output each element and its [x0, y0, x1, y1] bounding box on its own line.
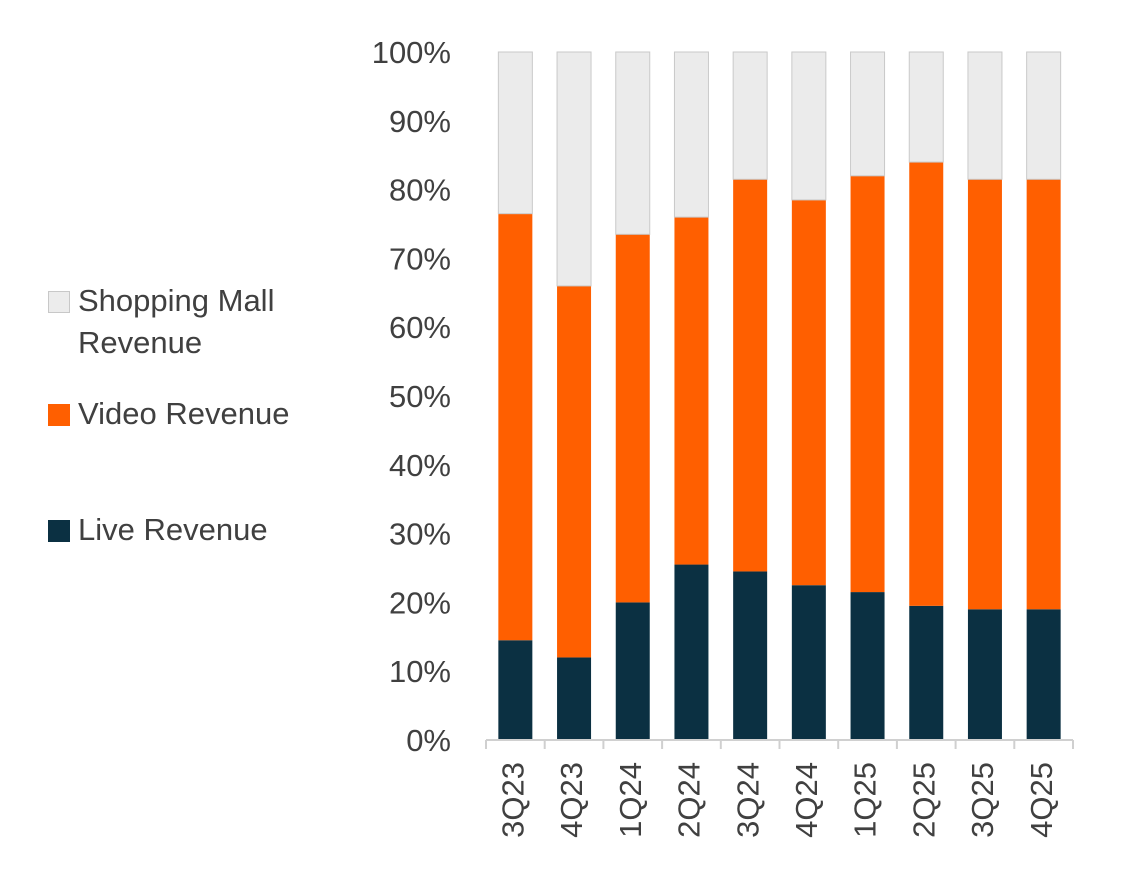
x-tick-label: 1Q25: [848, 762, 883, 838]
bar-live-revenue-2q25: [909, 605, 944, 740]
legend-swatch-live: [48, 520, 70, 542]
x-tick-label: 2Q24: [672, 762, 707, 838]
bar-live-revenue-3q23: [498, 640, 533, 740]
bar-shopping-mall-revenue-3q25: [967, 51, 1003, 180]
legend-label-video: Video Revenue: [78, 396, 290, 431]
bar-shopping-mall-revenue-4q23: [556, 51, 592, 287]
bar-shopping-mall-revenue-2q24: [673, 51, 709, 218]
y-tick-label: 0%: [406, 723, 451, 758]
bar-video-revenue-3q25: [967, 179, 1002, 610]
x-tick-label: 3Q23: [496, 762, 531, 838]
y-tick-label: 60%: [389, 310, 451, 345]
x-tick-label: 3Q25: [965, 762, 1000, 838]
legend-item-video[interactable]: Video Revenue: [48, 393, 318, 435]
x-tick-label: 4Q23: [554, 762, 589, 838]
x-tick-label: 4Q25: [1024, 762, 1059, 838]
bar-live-revenue-4q23: [557, 657, 592, 740]
y-tick-label: 100%: [372, 35, 451, 70]
y-tick-label: 90%: [389, 104, 451, 139]
bar-video-revenue-4q23: [557, 285, 592, 658]
bar-live-revenue-2q24: [674, 564, 709, 740]
y-tick-label: 70%: [389, 241, 451, 276]
legend-swatch-video: [48, 404, 70, 426]
legend-item-live[interactable]: Live Revenue: [48, 509, 318, 551]
bar-video-revenue-1q25: [850, 175, 885, 593]
legend-label-shopping-mall: Shopping Mall Revenue: [78, 283, 275, 360]
y-tick-label: 80%: [389, 173, 451, 208]
bar-live-revenue-3q24: [733, 571, 768, 740]
bars: [497, 51, 1062, 740]
y-tick-label: 30%: [389, 517, 451, 552]
x-axis: 3Q23 4Q23 1Q24 2Q24 3Q24 4Q24 1Q25 2Q25 3Q25 4Q25: [485, 739, 1074, 838]
bar-video-revenue-4q24: [791, 199, 826, 586]
x-tick-label: 1Q24: [613, 762, 648, 838]
bar-video-revenue-3q24: [733, 179, 768, 572]
bar-shopping-mall-revenue-1q25: [850, 51, 886, 177]
bar-shopping-mall-revenue-3q23: [497, 51, 533, 215]
y-axis: 0% 10% 20% 30% 40% 50% 60% 70% 80% 90% 100%: [372, 35, 451, 758]
bar-shopping-mall-revenue-2q25: [908, 51, 944, 163]
bar-live-revenue-1q24: [615, 602, 650, 740]
bar-live-revenue-3q25: [967, 609, 1002, 740]
y-tick-label: 40%: [389, 448, 451, 483]
x-tick-label: 3Q24: [730, 762, 765, 838]
bar-video-revenue-3q23: [498, 213, 533, 641]
bar-video-revenue-4q25: [1026, 179, 1061, 610]
bar-video-revenue-2q25: [909, 162, 944, 606]
legend-swatch-shopping-mall: [48, 291, 70, 313]
bar-video-revenue-1q24: [615, 234, 650, 603]
bar-video-revenue-2q24: [674, 217, 709, 565]
bar-live-revenue-4q24: [791, 585, 826, 740]
bar-shopping-mall-revenue-3q24: [732, 51, 768, 180]
x-tick-label: 4Q24: [789, 762, 824, 838]
y-tick-label: 20%: [389, 585, 451, 620]
legend-label-live: Live Revenue: [78, 512, 268, 547]
y-tick-label: 50%: [389, 379, 451, 414]
bar-shopping-mall-revenue-4q25: [1026, 51, 1062, 180]
bar-shopping-mall-revenue-1q24: [615, 51, 651, 235]
y-tick-label: 10%: [389, 654, 451, 689]
bar-live-revenue-4q25: [1026, 609, 1061, 740]
bar-shopping-mall-revenue-4q24: [791, 51, 827, 201]
legend-item-shopping-mall[interactable]: Shopping Mall Revenue: [48, 280, 318, 364]
x-tick-label: 2Q25: [906, 762, 941, 838]
bar-live-revenue-1q25: [850, 592, 885, 740]
